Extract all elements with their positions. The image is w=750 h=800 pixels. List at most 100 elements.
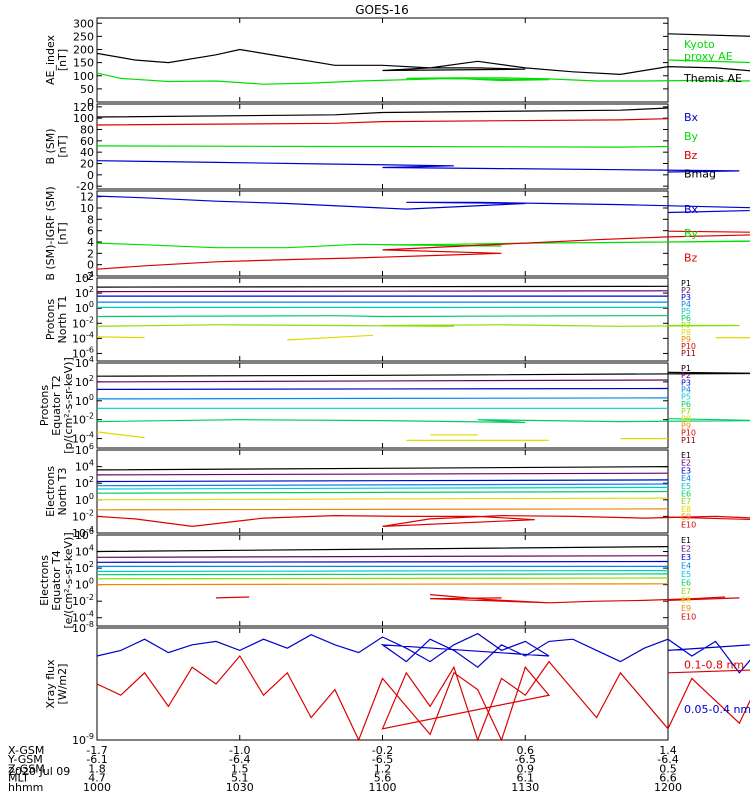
legend-entry: E10 (681, 613, 696, 622)
series-by (96, 240, 750, 249)
y-tick-label: 100 (75, 300, 94, 315)
ephem-value: 1100 (369, 781, 397, 794)
legend-entry: P4 (681, 386, 691, 395)
y-tick-label: 12 (80, 191, 94, 204)
ephem-value: 1.8 (88, 762, 106, 775)
legend-entry: P6 (681, 400, 691, 409)
ephem-value: 0.6 (517, 744, 535, 757)
legend-entry: E9 (681, 604, 691, 613)
legend-entry: P1 (681, 364, 691, 373)
ephem-value: -0.2 (372, 744, 393, 757)
ephem-value: 1130 (511, 781, 539, 794)
series-e9a (215, 596, 250, 599)
y-tick-label: 100 (75, 492, 94, 507)
series-e5 (96, 486, 669, 490)
legend-entry: P9 (681, 335, 691, 344)
series-p3 (96, 387, 669, 390)
y-tick-label: -2 (83, 270, 94, 283)
y-tick-label: 106 (75, 442, 94, 457)
legend-entry: P10 (681, 342, 696, 351)
y-tick-label: 102 (75, 374, 94, 389)
time-axis-labels: X-GSM -1.7 -1.0 -0.2 0.6 1.4 Y-GSM -6.1 -6.4 -6.5… (7, 744, 682, 794)
series-kyoto-proxy-ae (96, 59, 750, 85)
legend-entry: P8 (681, 328, 691, 337)
y-axis-label: ProtonsNorth T1 (44, 296, 69, 344)
y-tick-label: 102 (75, 285, 94, 300)
legend-entry: E3 (681, 553, 691, 562)
legend-entry: P10 (681, 429, 696, 438)
series-bx (96, 195, 750, 214)
series-p1 (96, 285, 669, 288)
y-tick-label: -20 (76, 180, 94, 193)
legend-entry: P3 (681, 293, 691, 302)
series-e9c (430, 597, 502, 600)
series-0-1-0-8-nm (96, 654, 750, 742)
series-e6 (96, 573, 669, 576)
series-bz (96, 230, 750, 270)
legend-entry: P8 (681, 414, 691, 423)
series-e7 (96, 577, 669, 580)
y-tick-label: 100 (75, 577, 94, 592)
y-tick-label: 0 (87, 259, 94, 272)
y-tick-label: 60 (80, 135, 94, 148)
ephem-value: -1.0 (229, 744, 250, 757)
date-label: 2020 Jul 09 (8, 765, 70, 778)
ephem-row-label: X-GSM (8, 744, 44, 757)
y-axis-label: B (SM)-IGRF (SM)[nT] (44, 186, 69, 280)
series-e9b (430, 594, 550, 604)
legend-entry: E7 (681, 497, 691, 506)
y-tick-label: 10-2 (72, 593, 94, 608)
series-bz (96, 118, 669, 126)
legend-entry: E6 (681, 490, 691, 499)
plot-title: GOES-16 (355, 3, 409, 17)
legend-entry: P1 (681, 279, 691, 288)
ephem-value: 5.6 (374, 772, 392, 785)
y-tick-label: 106 (75, 527, 94, 542)
ephem-value: 1.2 (374, 762, 392, 775)
series-e6 (96, 490, 669, 494)
legend-entry: E4 (681, 562, 691, 571)
y-tick-label: 100 (73, 112, 94, 125)
y-axis-label: ProtonsEquator T2[p/(cm²-s-sr-keV)] (38, 357, 75, 454)
ephem-value: -1.7 (86, 744, 107, 757)
series-p8a (96, 336, 145, 339)
y-tick-label: 150 (73, 57, 94, 70)
y-tick-label: 50 (80, 83, 94, 96)
series-e2 (96, 555, 669, 558)
ephem-value: 0.5 (659, 762, 677, 775)
ephem-value: -6.4 (657, 753, 678, 766)
y-tick-label: 10-4 (72, 330, 94, 345)
y-tick-label: 300 (73, 17, 94, 30)
series-p6 (96, 315, 668, 318)
legend-entry: E1 (681, 536, 691, 545)
legend-entry: Kyoto proxy AE (684, 38, 733, 63)
ephem-value: -6.4 (229, 753, 250, 766)
y-tick-label: 2 (87, 247, 94, 260)
y-tick-label: 100 (75, 393, 94, 408)
legend-entry: By (684, 227, 699, 240)
y-tick-label: 10-2 (72, 315, 94, 330)
legend-entry: P5 (681, 307, 691, 316)
series-e8 (96, 583, 669, 586)
legend-entry: 0.05-0.4 nm (684, 703, 750, 716)
series-p1 (96, 371, 750, 377)
legend-entry: E10 (681, 520, 696, 529)
series-0-05-0-4-nm (96, 632, 750, 674)
series-e9d (548, 596, 726, 604)
series-e3 (96, 560, 669, 563)
series-p2 (96, 379, 669, 383)
series-bx (96, 160, 740, 173)
series-p8a (96, 431, 145, 439)
series-e1 (96, 545, 669, 553)
y-axis-label: Xray flux[W/m2] (44, 659, 69, 709)
y-tick-label: 120 (73, 101, 94, 114)
